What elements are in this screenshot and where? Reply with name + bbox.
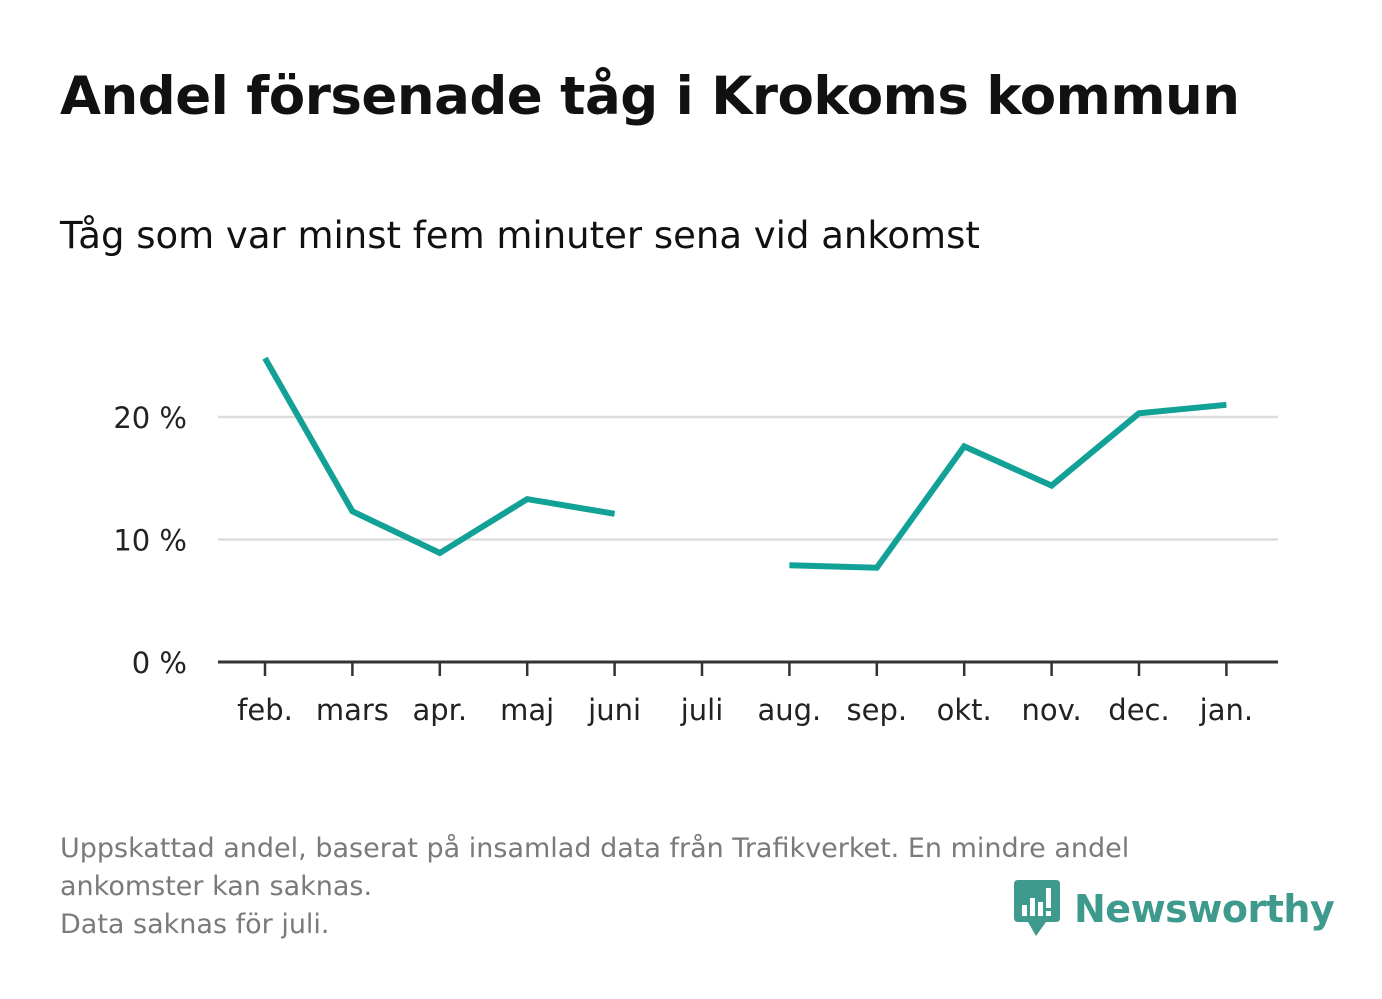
- x-tick-label: mars: [316, 693, 389, 727]
- x-tick-label: dec.: [1108, 693, 1169, 727]
- x-tick-label: okt.: [937, 693, 992, 727]
- footnote-line: Data saknas för juli.: [60, 909, 330, 940]
- series-line: [262, 356, 616, 557]
- y-tick-label: 0 %: [132, 646, 187, 680]
- line-chart: 0 % 10 % 20 % feb. mars apr. maj juni juli aug. se…: [113, 356, 1278, 727]
- x-tick-label: apr.: [412, 693, 467, 727]
- x-tick-label: maj: [500, 693, 554, 727]
- x-tick-label: nov.: [1021, 693, 1081, 727]
- y-tick-label: 20 %: [113, 401, 187, 435]
- brand-name: Newsworthy: [1074, 887, 1335, 931]
- footnote: Uppskattad andel, baserat på insamlad da…: [60, 830, 1310, 944]
- footnote-line: Uppskattad andel, baserat på insamlad da…: [60, 833, 1130, 864]
- x-tick-label: sep.: [847, 693, 908, 727]
- x-tick-label: juni: [587, 693, 641, 727]
- chart-subtitle: Tåg som var minst fem minuter sena vid a…: [60, 214, 980, 257]
- newsworthy-logo-icon: [1014, 880, 1060, 936]
- x-tick-label: aug.: [758, 693, 822, 727]
- newsworthy-logo: Newsworthy: [1012, 878, 1335, 940]
- series-line: [789, 401, 1227, 571]
- x-tick-label: jan.: [1199, 693, 1253, 727]
- x-tick-label: juli: [680, 693, 724, 727]
- x-tick-label: feb.: [237, 693, 293, 727]
- chart-title: Andel försenade tåg i Krokoms kommun: [60, 66, 1240, 127]
- y-tick-label: 10 %: [113, 524, 187, 558]
- footnote-line: ankomster kan saknas.: [60, 871, 373, 902]
